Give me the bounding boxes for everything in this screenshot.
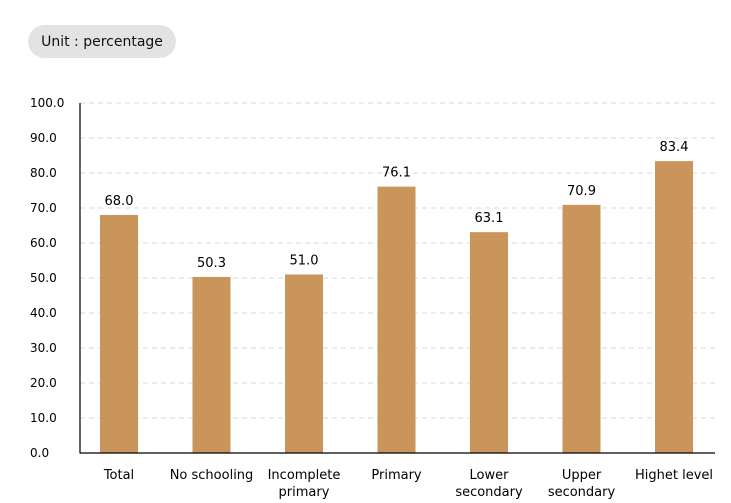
unit-badge: Unit : percentage <box>28 25 176 58</box>
y-tick-label: 90.0 <box>30 131 57 145</box>
y-tick-label: 40.0 <box>30 306 57 320</box>
labels: 0.0 10.0 20.0 30.0 40.0 50.0 60.0 70.0 80.0 90.0 1… <box>30 96 713 500</box>
y-tick-label: 70.0 <box>30 201 57 215</box>
axes <box>79 103 715 454</box>
value-label: 83.4 <box>660 140 689 155</box>
category-label: Lower secondary <box>455 468 523 500</box>
category-label: Total <box>103 468 134 483</box>
bar <box>562 204 601 453</box>
category-label: Incomplete primary <box>268 468 341 500</box>
bar <box>100 215 138 453</box>
category-label: Highet level <box>635 468 713 483</box>
y-tick-label: 10.0 <box>30 411 57 425</box>
value-label: 50.3 <box>197 256 226 271</box>
bar <box>377 186 416 453</box>
bar <box>285 274 323 453</box>
y-tick-label: 20.0 <box>30 376 57 390</box>
value-label: 51.0 <box>290 254 319 269</box>
bars <box>100 161 693 453</box>
y-tick-label: 50.0 <box>30 271 57 285</box>
bar <box>192 276 231 453</box>
y-tick-label: 80.0 <box>30 166 57 180</box>
category-label: Primary <box>371 468 422 483</box>
value-label: 63.1 <box>475 211 504 226</box>
bar <box>655 161 693 453</box>
y-tick-label: 60.0 <box>30 236 57 250</box>
category-label: No schooling <box>170 468 254 483</box>
bar <box>470 232 508 453</box>
y-tick-label: 0.0 <box>30 446 49 460</box>
value-label: 70.9 <box>567 184 596 199</box>
value-label: 76.1 <box>382 166 411 181</box>
category-label: Upper secondary <box>548 468 616 500</box>
y-tick-label: 30.0 <box>30 341 57 355</box>
value-label: 68.0 <box>105 194 134 209</box>
unit-label: Unit : percentage <box>41 33 163 50</box>
y-tick-label: 100.0 <box>30 96 64 110</box>
